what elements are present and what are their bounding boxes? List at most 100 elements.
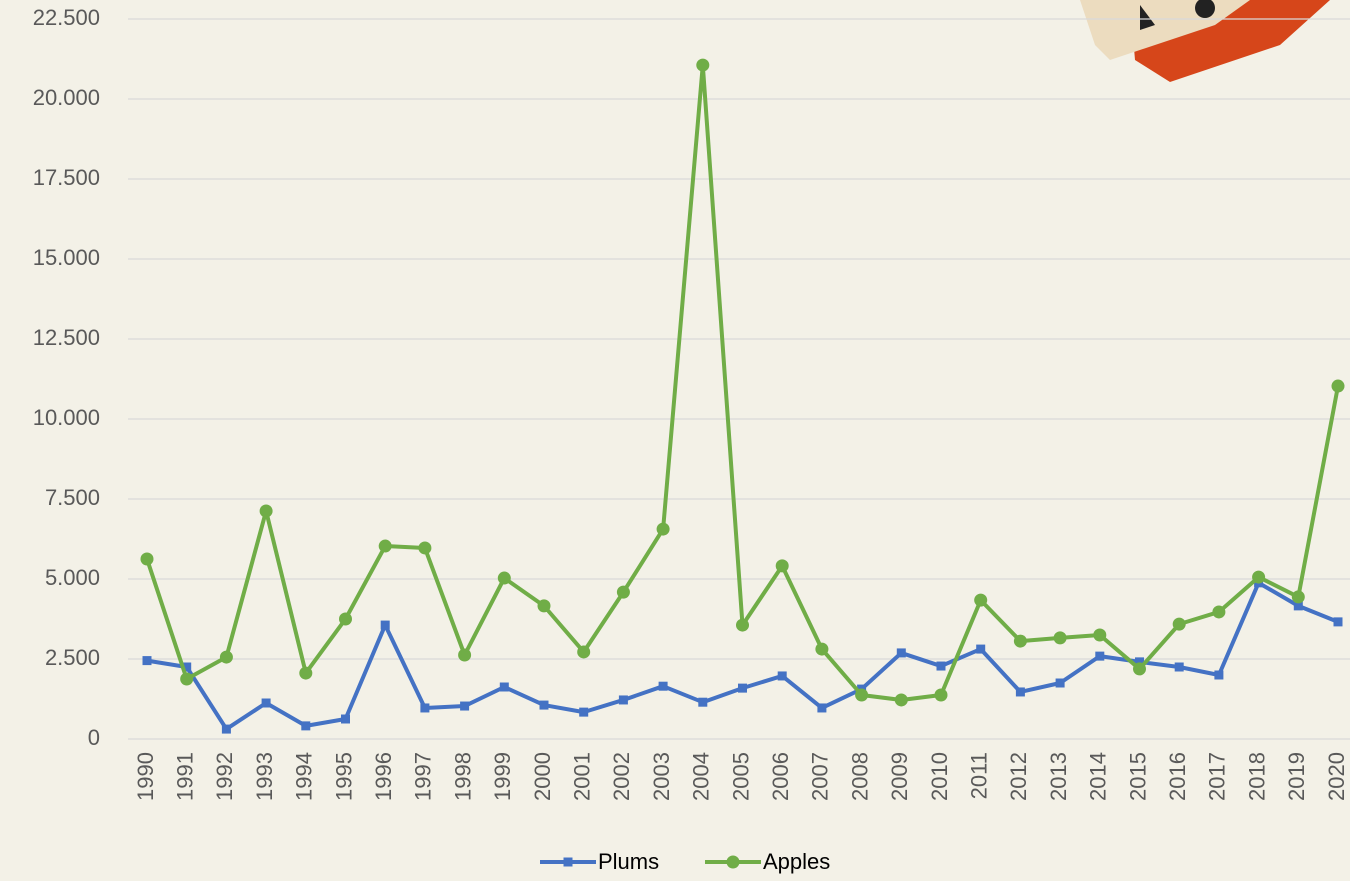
x-tick-label: 2020 — [1324, 752, 1349, 801]
x-tick-label: 2013 — [1046, 752, 1071, 801]
x-tick-label: 1990 — [133, 752, 158, 801]
legend-marker — [564, 858, 573, 867]
y-tick-label: 10.000 — [33, 405, 100, 430]
point — [1093, 629, 1106, 642]
point — [817, 703, 826, 712]
x-tick-label: 2000 — [530, 752, 555, 801]
point — [301, 721, 310, 730]
x-tick-label: 2005 — [728, 752, 753, 801]
point — [736, 619, 749, 632]
point — [420, 703, 429, 712]
x-tick-label: 2004 — [689, 752, 714, 801]
x-tick-label: 2006 — [768, 752, 793, 801]
point — [1095, 652, 1104, 661]
point — [778, 671, 787, 680]
point — [381, 621, 390, 630]
x-tick-label: 1999 — [490, 752, 515, 801]
y-tick-label: 15.000 — [33, 245, 100, 270]
x-tick-label: 2019 — [1284, 752, 1309, 801]
x-tick-label: 2016 — [1165, 752, 1190, 801]
point — [895, 693, 908, 706]
x-tick-label: 2012 — [1006, 752, 1031, 801]
point — [1173, 618, 1186, 631]
point — [260, 505, 273, 518]
point — [341, 715, 350, 724]
point — [577, 645, 590, 658]
point — [460, 702, 469, 711]
y-tick-label: 17.500 — [33, 165, 100, 190]
x-tick-label: 1994 — [292, 752, 317, 801]
point — [579, 708, 588, 717]
point — [262, 699, 271, 708]
x-tick-label: 2018 — [1244, 752, 1269, 801]
y-tick-label: 5.000 — [45, 565, 100, 590]
y-tick-label: 7.500 — [45, 485, 100, 510]
point — [815, 643, 828, 656]
point — [418, 541, 431, 554]
x-tick-label: 2017 — [1205, 752, 1230, 801]
point — [698, 698, 707, 707]
x-tick-label: 2015 — [1125, 752, 1150, 801]
x-tick-label: 2001 — [570, 752, 595, 801]
point — [143, 656, 152, 665]
point — [299, 667, 312, 680]
point — [180, 673, 193, 686]
y-tick-label: 12.500 — [33, 325, 100, 350]
point — [1133, 662, 1146, 675]
point — [339, 613, 352, 626]
point — [1016, 687, 1025, 696]
point — [222, 725, 231, 734]
point — [1214, 671, 1223, 680]
point — [657, 523, 670, 536]
point — [458, 649, 471, 662]
x-tick-label: 2009 — [887, 752, 912, 801]
y-tick-label: 2.500 — [45, 645, 100, 670]
legend-label: Apples — [763, 849, 830, 874]
point — [1292, 590, 1305, 603]
x-tick-label: 1992 — [212, 752, 237, 801]
point — [1252, 571, 1265, 584]
point — [974, 594, 987, 607]
point — [141, 553, 154, 566]
point — [776, 559, 789, 572]
point — [500, 683, 509, 692]
x-tick-label: 2011 — [967, 752, 992, 799]
point — [897, 648, 906, 657]
x-tick-label: 2002 — [609, 752, 634, 801]
point — [738, 684, 747, 693]
point — [855, 689, 868, 702]
point — [976, 645, 985, 654]
point — [937, 662, 946, 671]
y-tick-label: 22.500 — [33, 5, 100, 30]
point — [540, 701, 549, 710]
point — [935, 689, 948, 702]
line — [147, 65, 1338, 700]
point — [1056, 679, 1065, 688]
y-tick-label: 0 — [88, 725, 100, 750]
x-tick-label: 2003 — [649, 752, 674, 801]
y-tick-label: 20.000 — [33, 85, 100, 110]
point — [220, 651, 233, 664]
legend-label: Plums — [598, 849, 659, 874]
point — [696, 59, 709, 72]
x-tick-label: 1998 — [450, 752, 475, 801]
legend-marker — [727, 856, 740, 869]
x-tick-label: 2007 — [808, 752, 833, 801]
x-tick-label: 1996 — [371, 752, 396, 801]
point — [659, 682, 668, 691]
x-tick-label: 2008 — [847, 752, 872, 801]
point — [379, 540, 392, 553]
point — [1054, 631, 1067, 644]
point — [1334, 617, 1343, 626]
x-tick-label: 1997 — [411, 752, 436, 801]
point — [617, 586, 630, 599]
point — [538, 599, 551, 612]
point — [498, 572, 511, 585]
chart: 0 2.500 5.000 7.500 10.000 12.500 15.000 17.500… — [0, 0, 1350, 881]
point — [1014, 635, 1027, 648]
x-tick-label: 2014 — [1086, 752, 1111, 801]
x-tick-label: 1993 — [252, 752, 277, 801]
x-tick-label: 1991 — [173, 752, 198, 801]
point — [619, 695, 628, 704]
x-tick-label: 1995 — [331, 752, 356, 801]
